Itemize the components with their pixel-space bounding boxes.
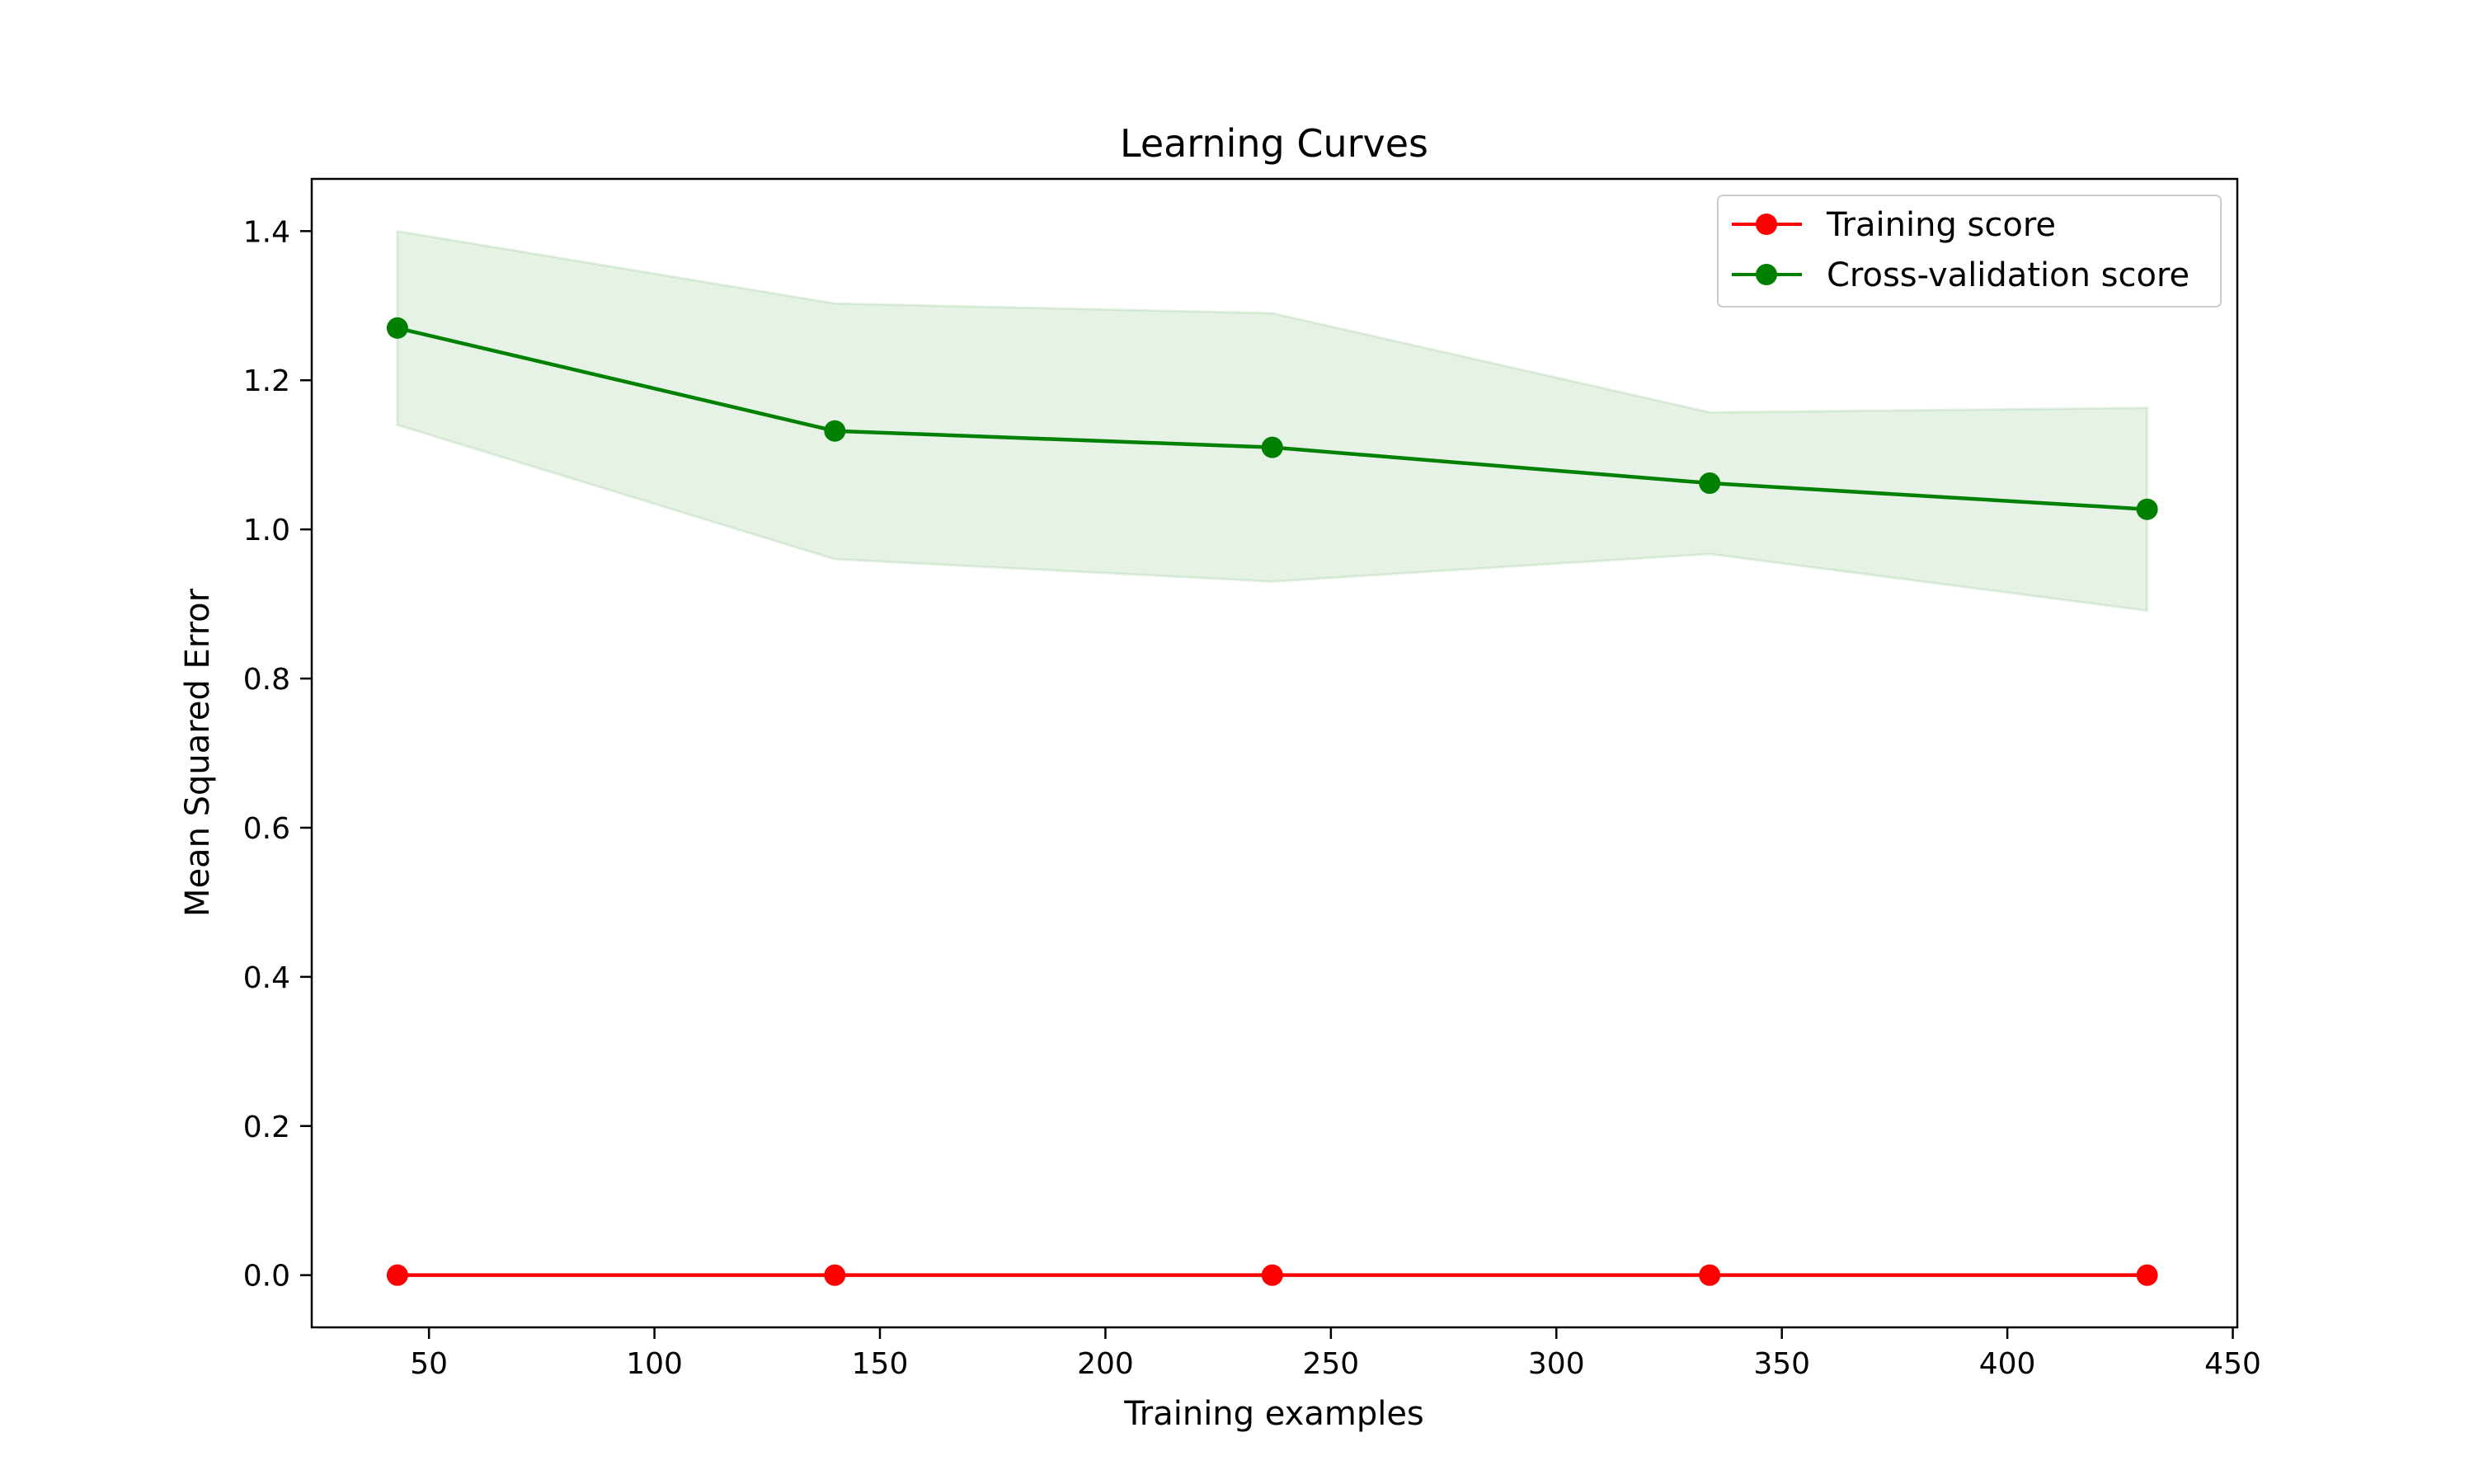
series-1-point — [1699, 472, 1721, 495]
chart-title: Learning Curves — [1120, 121, 1428, 166]
y-axis-ticks: 0.0 0.2 0.4 0.6 0.8 1.0 1.2 1.4 — [243, 215, 312, 1294]
x-axis-label: Training examples — [1123, 1395, 1424, 1433]
series-1-point — [2136, 498, 2158, 520]
y-tick-label: 0.4 — [243, 961, 290, 995]
series-1-confidence-band — [396, 229, 2149, 613]
x-tick-label: 450 — [2204, 1347, 2261, 1381]
x-tick-label: 50 — [410, 1347, 448, 1381]
y-tick-label: 1.2 — [243, 364, 290, 398]
y-tick-label: 0.2 — [243, 1111, 290, 1144]
y-tick-label: 0.6 — [243, 812, 290, 846]
x-tick-label: 300 — [1528, 1347, 1585, 1381]
y-tick-label: 1.0 — [243, 514, 290, 547]
x-tick-label: 400 — [1979, 1347, 2036, 1381]
series-0-point — [1699, 1264, 1721, 1286]
series-0-point — [386, 1264, 408, 1286]
series-layer — [386, 317, 2158, 1286]
series-0-point — [824, 1264, 846, 1286]
confidence-band-layer — [396, 229, 2149, 613]
x-tick-label: 350 — [1753, 1347, 1810, 1381]
series-0-point — [2136, 1264, 2158, 1286]
x-tick-label: 250 — [1302, 1347, 1359, 1381]
legend-label-training: Training score — [1826, 206, 2056, 244]
series-1-point — [824, 420, 846, 442]
y-axis-label: Mean Squared Error — [179, 588, 217, 917]
legend-marker-training — [1756, 214, 1777, 235]
legend: Training score Cross-validation score — [1717, 195, 2222, 308]
series-0-point — [1261, 1264, 1283, 1286]
y-tick-label: 1.4 — [243, 215, 290, 249]
plot-frame — [310, 177, 2239, 1329]
legend-box — [1717, 195, 2222, 308]
legend-label-cross-validation: Cross-validation score — [1827, 256, 2189, 294]
y-tick-label: 0.0 — [243, 1260, 290, 1294]
x-tick-label: 200 — [1077, 1347, 1134, 1381]
x-axis-ticks: 50 100 150 200 250 300 350 400 450 — [410, 1327, 2261, 1381]
series-1-point — [386, 317, 408, 339]
y-tick-label: 0.8 — [243, 663, 290, 697]
x-tick-label: 100 — [626, 1347, 683, 1381]
series-1-point — [1261, 436, 1283, 458]
x-tick-label: 150 — [852, 1347, 909, 1381]
legend-marker-cross-validation — [1756, 264, 1777, 285]
